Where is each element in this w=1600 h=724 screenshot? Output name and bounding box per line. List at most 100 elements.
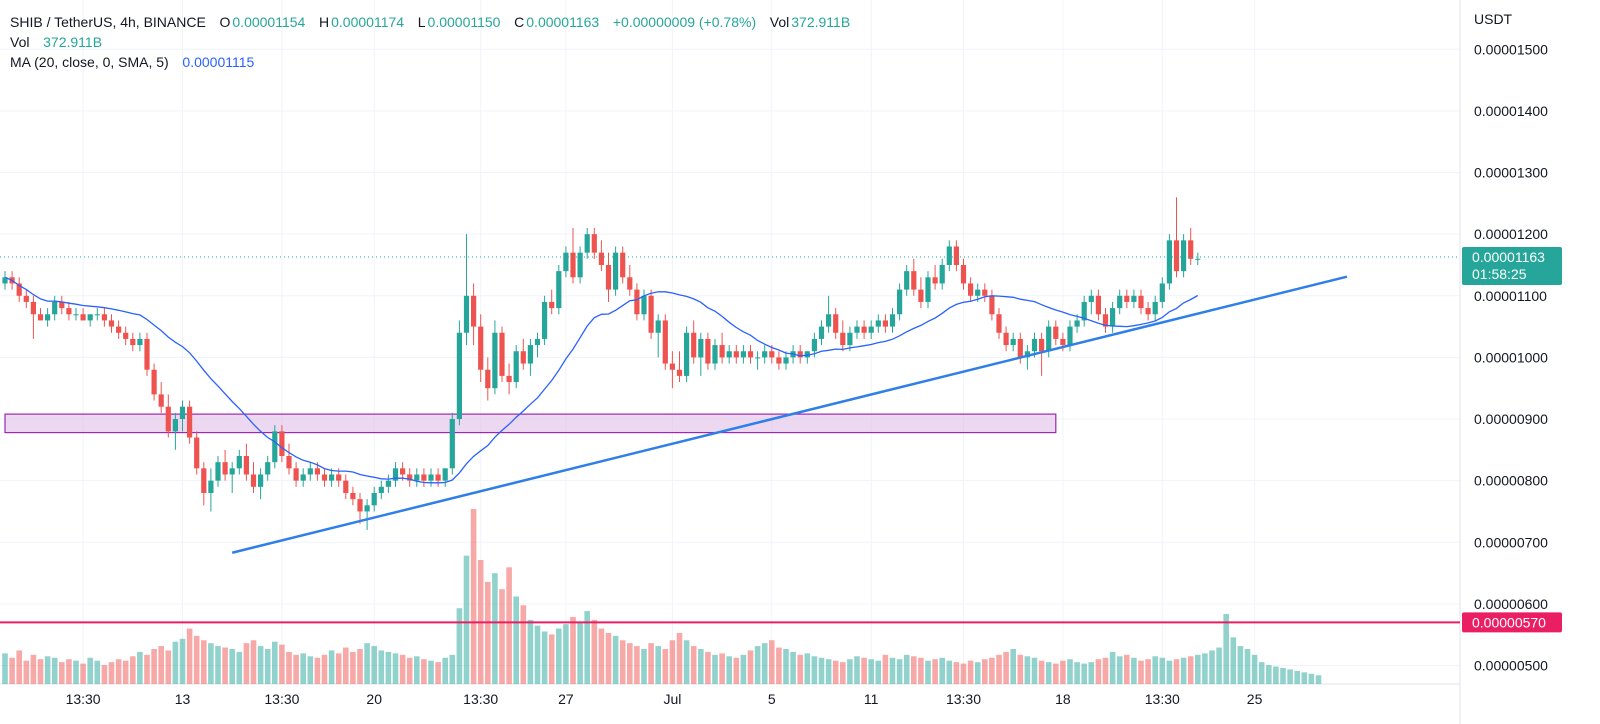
volume-bar [343, 647, 349, 684]
candle-body [229, 468, 235, 475]
volume-bar [201, 640, 207, 684]
candle-body [733, 351, 739, 358]
candle-body [208, 480, 214, 493]
candle-body [250, 474, 257, 487]
volume-bar [520, 605, 527, 684]
symbol-title[interactable]: SHIB / TetherUS, 4h, BINANCE [10, 14, 206, 30]
candle-body [1088, 295, 1094, 302]
time-tick-label: 13:30 [264, 691, 299, 707]
candle-body [236, 456, 242, 469]
volume-bar [946, 660, 953, 684]
volume-bar [577, 622, 583, 684]
time-tick-label: 11 [864, 691, 879, 707]
candle-body [1081, 301, 1087, 321]
volume-bar [832, 660, 839, 684]
price-tick-label: 0.00001500 [1474, 41, 1548, 57]
volume-bar [847, 659, 853, 684]
volume-bar [257, 646, 264, 684]
candle-body [840, 332, 846, 346]
candle-body [620, 252, 626, 278]
volume-bar [584, 611, 590, 684]
candle-body [826, 314, 832, 327]
candle-body [59, 301, 65, 309]
candle-body [300, 474, 306, 481]
candle-body [918, 289, 924, 302]
candle-body [1003, 332, 1009, 346]
volume-bar [172, 641, 179, 684]
volume-bar [719, 653, 725, 684]
volume-bar [470, 509, 477, 684]
volume-bar [506, 567, 512, 684]
volume-bar [1230, 637, 1237, 684]
candle-body [428, 474, 434, 481]
candle-body [30, 301, 36, 315]
candle-body [1010, 338, 1016, 346]
volume-bar [1216, 647, 1222, 684]
candle-body [201, 468, 207, 493]
candle-body [194, 437, 200, 469]
chart-grid [0, 0, 1461, 724]
volume-bar [151, 649, 157, 684]
volume-bar [1102, 657, 1109, 684]
volume-bar [1294, 670, 1300, 684]
volume-bar [1010, 649, 1016, 684]
candle-body [385, 480, 391, 487]
volume-bar [421, 659, 427, 684]
volume-bar [641, 649, 647, 684]
candle-body [321, 474, 328, 481]
candle-body [286, 456, 292, 469]
volume-bar [797, 654, 803, 684]
candle-body [499, 332, 505, 376]
support-price-box [1462, 612, 1562, 633]
volume-bar [548, 634, 555, 684]
candle-body [833, 314, 839, 333]
volume-bar [456, 608, 463, 684]
candle-body [818, 326, 825, 339]
volume-bar [435, 662, 441, 684]
candle-body [542, 301, 548, 339]
candle-body [797, 351, 803, 358]
low-value: 0.00001150 [427, 14, 501, 30]
volume-bar [903, 654, 910, 684]
volume-bar [1095, 659, 1102, 684]
candle-body [669, 363, 675, 370]
candle-body [94, 314, 100, 316]
time-tick-label: 18 [1055, 691, 1071, 707]
volume-bar [854, 656, 860, 684]
candle-body [570, 252, 576, 278]
candle-body [591, 234, 597, 253]
volume-label: Vol [769, 14, 790, 30]
ma-indicator-label[interactable]: MA (20, close, 0, SMA, 5) [10, 54, 169, 70]
volume-bar [754, 646, 761, 684]
candle-body [1195, 258, 1201, 260]
volume-bar [1060, 660, 1066, 684]
candle-body [329, 474, 335, 481]
volume-bar [335, 653, 342, 684]
volume-bar [811, 656, 818, 684]
last-price-label: 0.00001163 [1472, 249, 1545, 265]
volume-bar [627, 643, 633, 684]
legend-volume-row: Vol 372.911B [10, 32, 852, 52]
volume-bar [80, 663, 86, 684]
volume-indicator-label[interactable]: Vol [10, 34, 30, 50]
supply-demand-zone [4, 413, 1057, 434]
volume-bar [229, 649, 235, 684]
volume-bar [300, 653, 306, 684]
volume-bar [1024, 656, 1031, 684]
candle-body [1110, 308, 1116, 327]
volume-bar [868, 659, 874, 684]
price-tick-label: 0.00001000 [1474, 349, 1548, 365]
candle-body [414, 474, 420, 481]
candle-body [123, 332, 129, 339]
moving-average-line [4, 276, 1199, 484]
volume-bar [1273, 666, 1279, 684]
low-label: L [417, 14, 426, 30]
candle-body [584, 234, 590, 253]
ma-line [4, 276, 1199, 484]
time-tick-label: 25 [1247, 691, 1263, 707]
candle-body [66, 308, 72, 315]
volume-bar [1088, 662, 1095, 684]
volume-bar [818, 657, 825, 684]
